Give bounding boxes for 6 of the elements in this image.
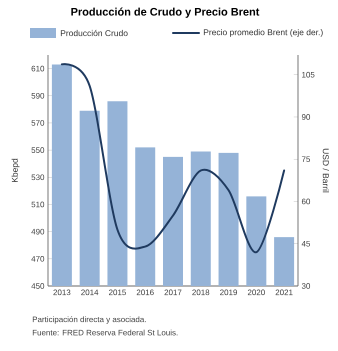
chart-title: Producción de Crudo y Precio Brent <box>71 8 260 18</box>
line-series <box>60 63 286 254</box>
legend-label: Producción Crudo <box>60 30 128 36</box>
legend-label: Precio promedio Brent (eje der.) <box>204 29 323 37</box>
y2-axis-title: USD / Barril <box>322 148 329 192</box>
y-axis-title: Kbepd <box>12 158 20 182</box>
